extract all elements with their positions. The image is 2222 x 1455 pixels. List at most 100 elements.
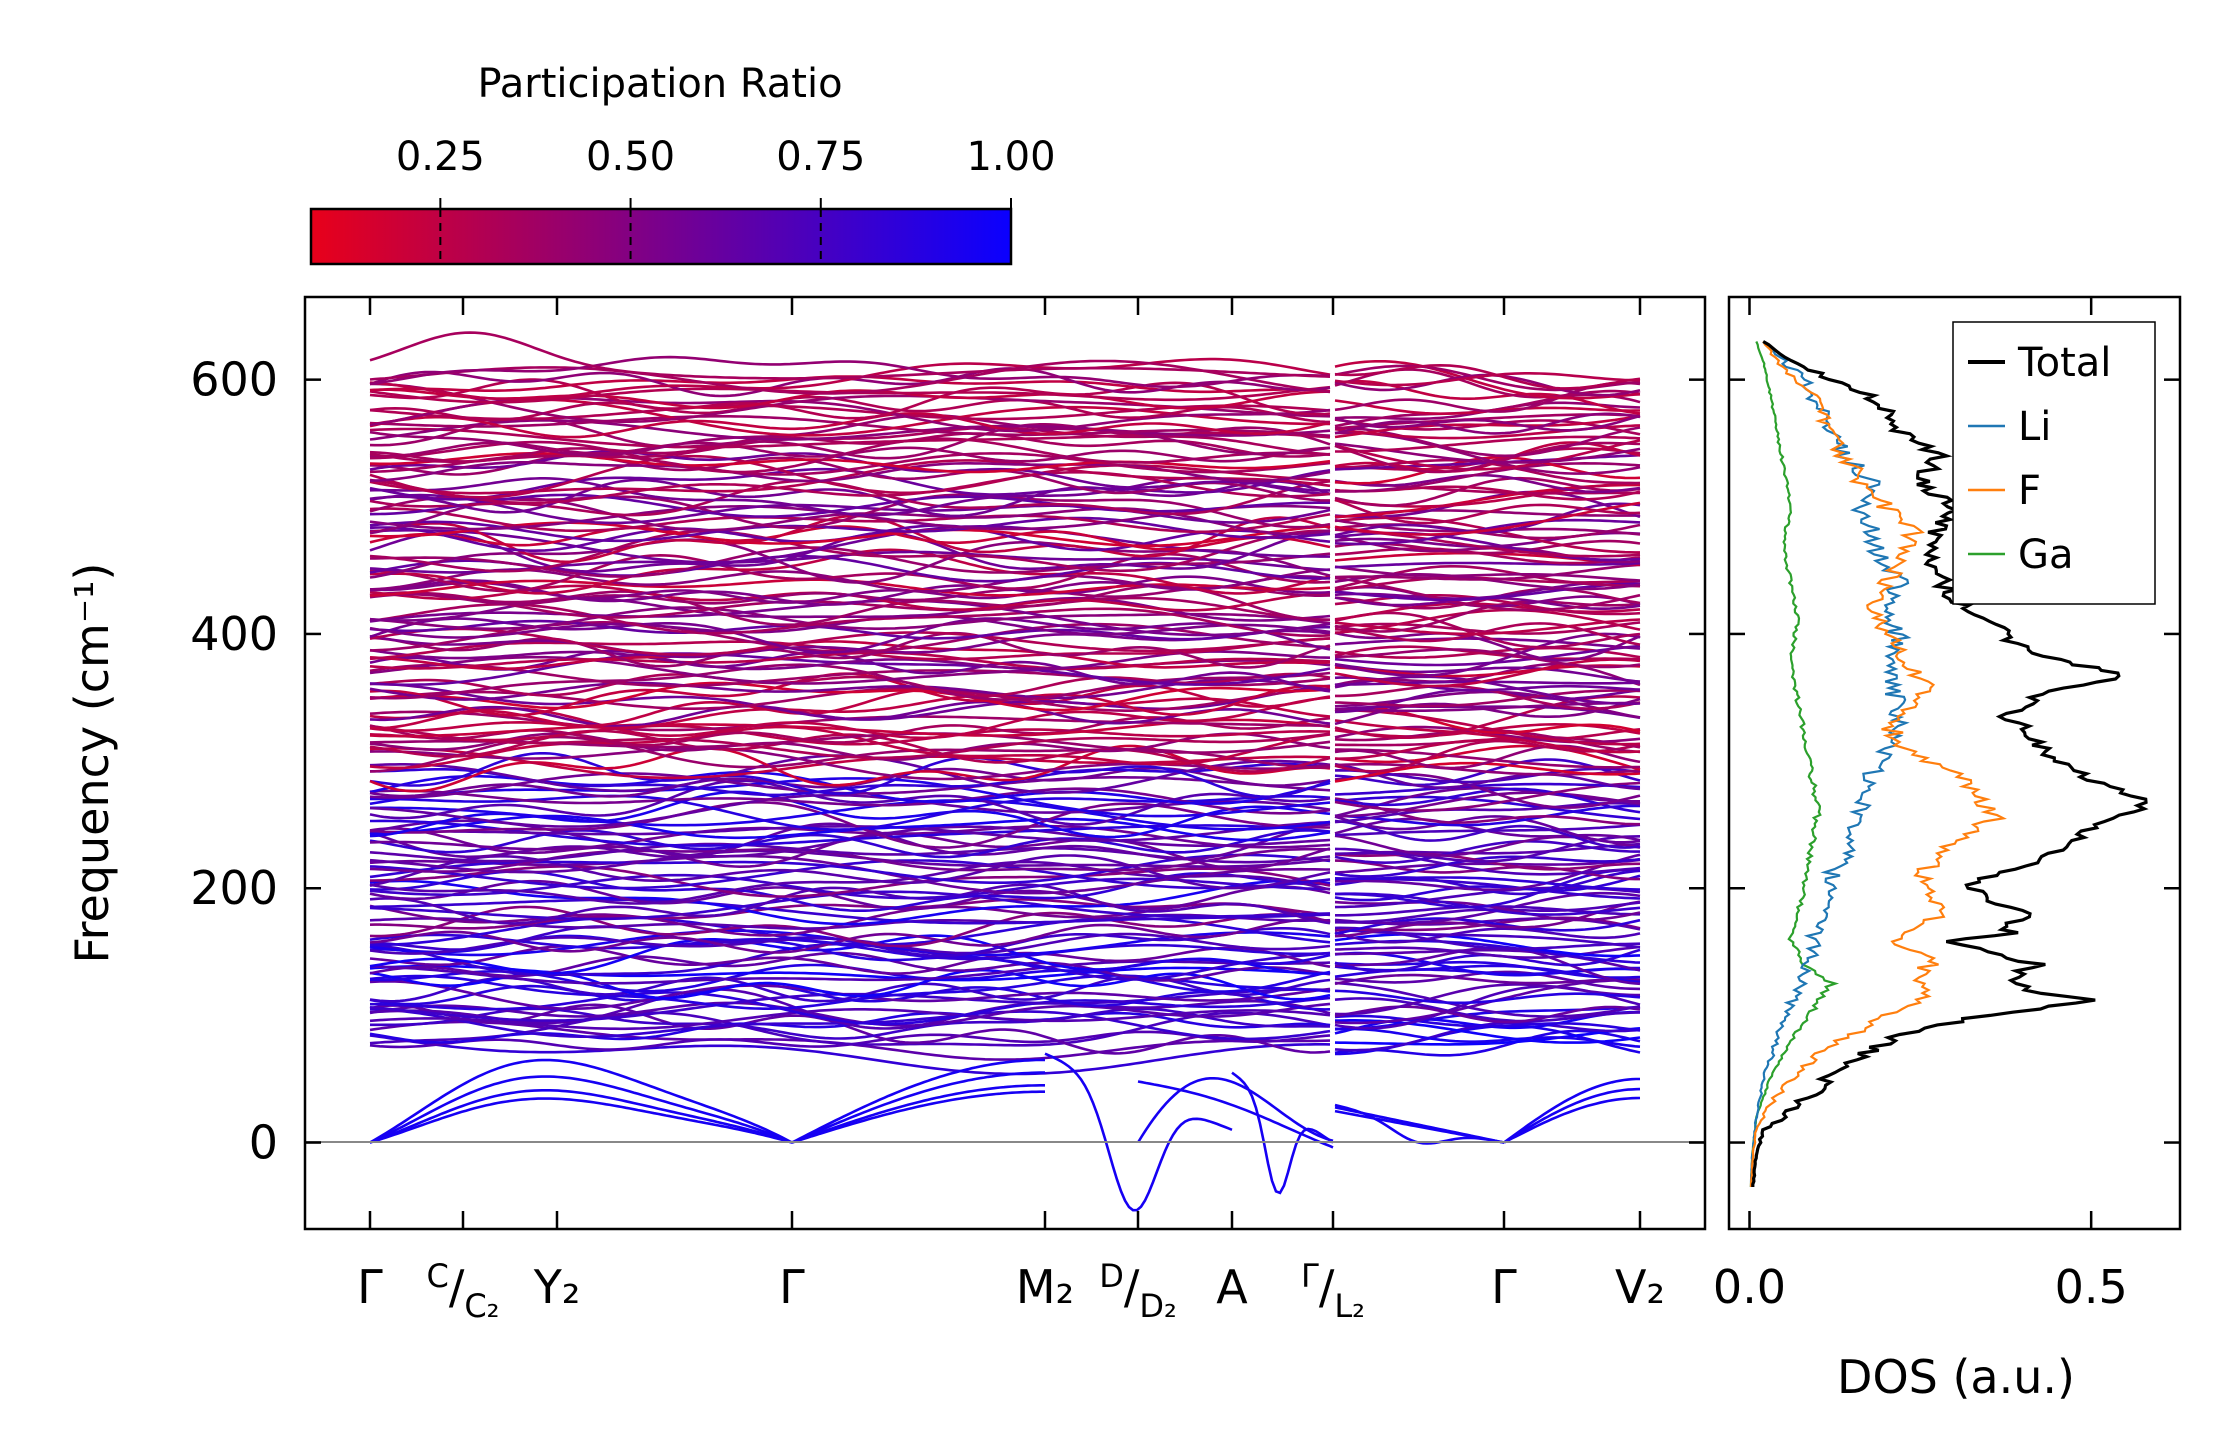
band-lines xyxy=(369,331,1641,1212)
band-line xyxy=(1334,473,1641,494)
band-line xyxy=(369,524,1330,564)
k-label-sup: D xyxy=(1099,1257,1124,1295)
band-line xyxy=(369,395,1331,424)
band-line xyxy=(369,879,1331,911)
band-line xyxy=(369,426,1331,463)
acoustic-band xyxy=(1334,1109,1505,1144)
band-line xyxy=(369,355,1331,389)
band-line xyxy=(1334,701,1641,713)
colorbar-ticks: 0.25 0.50 0.75 1.00 xyxy=(396,134,1056,264)
band-line xyxy=(1334,840,1640,865)
band-line xyxy=(1335,435,1641,453)
dos-lines xyxy=(1749,340,2149,1188)
k-label-slash: / xyxy=(1319,1260,1335,1314)
band-line xyxy=(1334,618,1641,636)
k-point-label: V₂ xyxy=(1615,1260,1665,1314)
band-line xyxy=(369,378,1331,420)
dos-x-tick-label: 0.5 xyxy=(2055,1260,2128,1314)
band-line xyxy=(1334,644,1641,667)
band-line xyxy=(369,651,1331,670)
band-line xyxy=(369,1034,1331,1076)
band-line xyxy=(1334,501,1641,536)
band-line xyxy=(369,452,1331,476)
band-line xyxy=(1334,761,1641,783)
band-line xyxy=(369,419,1331,441)
acoustic-band xyxy=(369,1075,793,1144)
band-line xyxy=(1334,786,1640,818)
y-tick-label: 400 xyxy=(190,607,278,661)
band-line xyxy=(1334,372,1641,387)
k-label-sup: Γ xyxy=(1301,1257,1319,1295)
acoustic-band xyxy=(369,1058,793,1144)
band-line xyxy=(1334,518,1641,546)
band-line xyxy=(1334,547,1641,565)
acoustic-band xyxy=(1503,1077,1640,1144)
band-line xyxy=(1335,648,1641,669)
acoustic-band xyxy=(1231,1071,1334,1195)
band-line xyxy=(1334,582,1641,602)
k-point-label: Γ xyxy=(357,1260,383,1314)
band-line xyxy=(369,525,1331,551)
band-line xyxy=(369,898,1331,925)
band-line xyxy=(1335,868,1641,909)
band-line xyxy=(1334,658,1641,688)
band-line xyxy=(1334,791,1641,818)
band-line xyxy=(1334,502,1641,537)
band-y-ticks: 0 200 400 600 xyxy=(190,353,1705,1170)
band-line xyxy=(370,991,1331,1026)
band-line xyxy=(369,454,1331,499)
band-line xyxy=(369,1001,1331,1027)
band-line xyxy=(1334,439,1641,471)
x-axis-title-dos: DOS (a.u.) xyxy=(1837,1350,2075,1404)
band-line xyxy=(1334,611,1641,649)
k-label-sub: C₂ xyxy=(464,1287,499,1325)
band-line xyxy=(1334,933,1641,958)
band-line xyxy=(369,412,1331,439)
band-line xyxy=(1334,414,1641,432)
band-line xyxy=(1334,804,1640,827)
band-line xyxy=(369,493,1330,518)
band-line xyxy=(1334,858,1641,874)
band-line xyxy=(1335,426,1641,458)
acoustic-band xyxy=(1044,1052,1233,1212)
colorbar-tick-label: 0.75 xyxy=(776,134,865,180)
band-line xyxy=(1334,900,1641,938)
band-line xyxy=(1335,461,1641,493)
band-line xyxy=(1334,498,1641,525)
acoustic-band xyxy=(1503,1087,1641,1144)
band-line xyxy=(369,752,1331,799)
band-line xyxy=(369,529,1331,573)
band-line xyxy=(369,694,1331,732)
legend-label: Li xyxy=(2018,404,2051,450)
band-line xyxy=(1334,414,1641,439)
acoustic-band xyxy=(369,1089,793,1144)
acoustic-band xyxy=(1503,1096,1641,1144)
dos-frame xyxy=(1727,295,2182,1231)
band-line xyxy=(369,879,1331,926)
band-line xyxy=(1334,762,1641,791)
band-line xyxy=(1334,563,1641,581)
band-line xyxy=(369,1003,1331,1055)
band-line xyxy=(369,905,1331,948)
band-line xyxy=(369,603,1331,637)
band-line xyxy=(369,640,1331,671)
k-point-label: M₂ xyxy=(1016,1260,1074,1314)
band-line xyxy=(369,627,1331,657)
band-line xyxy=(1334,576,1641,612)
band-line xyxy=(369,619,1330,641)
band-line xyxy=(369,933,1331,961)
band-line xyxy=(369,883,1331,925)
band-line xyxy=(369,777,1331,818)
band-line xyxy=(1335,892,1641,916)
band-line xyxy=(369,865,1331,898)
band-line xyxy=(369,493,1331,525)
band-line xyxy=(1334,1014,1641,1032)
acoustic-band xyxy=(1136,1077,1334,1144)
band-line xyxy=(1334,823,1641,837)
band-line xyxy=(1334,801,1641,824)
k-point-label: Γ xyxy=(1491,1260,1517,1314)
band-line xyxy=(369,546,1331,578)
k-label-sub: L₂ xyxy=(1334,1287,1365,1325)
acoustic-band xyxy=(791,1071,1045,1144)
